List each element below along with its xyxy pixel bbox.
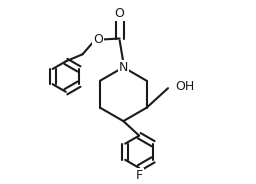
Text: N: N bbox=[119, 61, 128, 74]
Text: O: O bbox=[115, 7, 125, 20]
Text: F: F bbox=[136, 169, 143, 182]
Text: OH: OH bbox=[175, 80, 194, 93]
Text: O: O bbox=[93, 33, 103, 46]
